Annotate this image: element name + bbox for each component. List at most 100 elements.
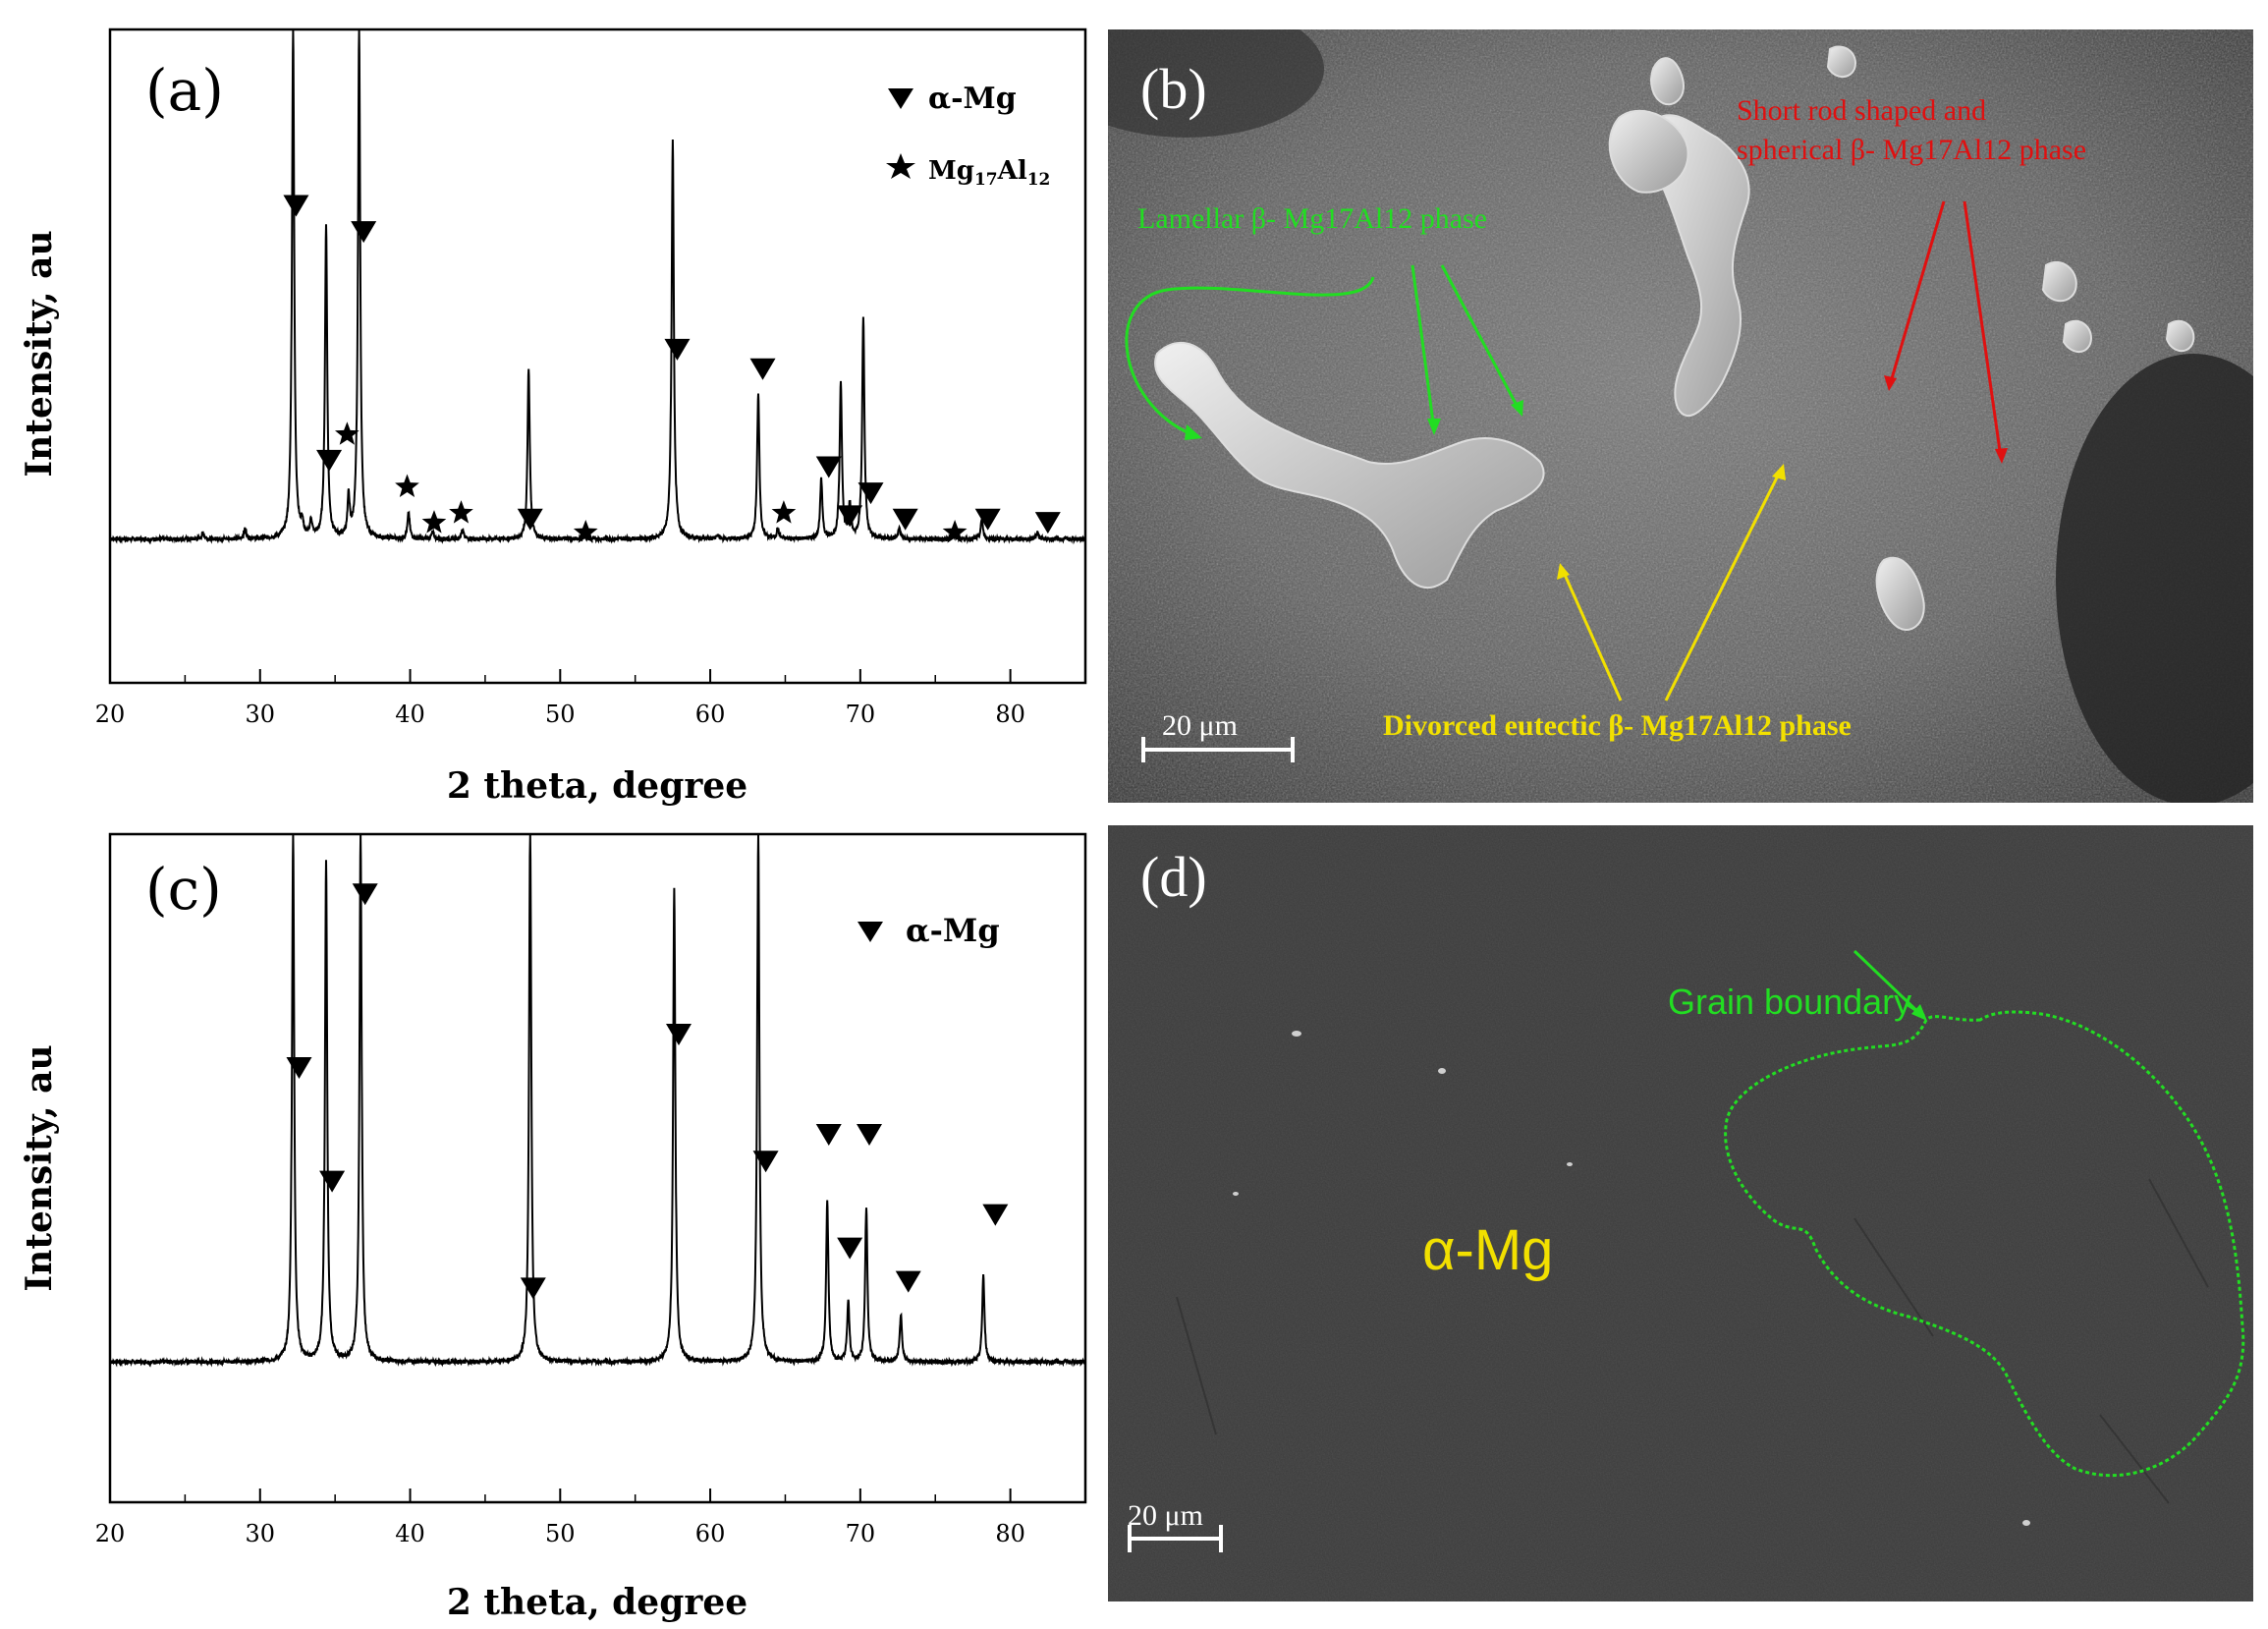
alpha-mg-marker bbox=[319, 1170, 346, 1193]
x-axis-label: 2 theta, degree bbox=[447, 765, 747, 807]
sem-image-b: (b) Lamellar β- Mg17Al12 phase Short rod… bbox=[1108, 29, 2253, 803]
speck bbox=[1292, 1031, 1301, 1037]
dark-region bbox=[2056, 354, 2253, 803]
arrow-line bbox=[1411, 264, 1436, 431]
arrowhead bbox=[1511, 400, 1523, 417]
dark-region bbox=[1108, 29, 1324, 138]
bright-particle bbox=[2041, 260, 2077, 303]
lamellar-label: Lamellar β- Mg17Al12 phase bbox=[1137, 202, 1487, 235]
panel-label: (c) bbox=[145, 856, 222, 923]
arrow-line bbox=[1888, 200, 1946, 386]
alpha-mg-marker bbox=[1034, 512, 1061, 534]
phase-markers bbox=[286, 883, 1009, 1300]
x-tick-label: 60 bbox=[695, 1520, 726, 1547]
speck bbox=[1567, 1162, 1573, 1166]
x-tick-label: 40 bbox=[395, 701, 425, 728]
mg17al12-marker bbox=[421, 510, 447, 534]
alpha-mg-marker bbox=[837, 1237, 863, 1260]
x-tick-label: 70 bbox=[846, 701, 876, 728]
bright-particle bbox=[1643, 114, 1750, 417]
bright-particle bbox=[2165, 319, 2195, 353]
sem-image-d: (d) Grain boundary α-Mg 20 μm bbox=[1108, 825, 2253, 1601]
x-tick-label: 80 bbox=[995, 701, 1025, 728]
arrowhead bbox=[1557, 563, 1570, 580]
alpha-mg-marker bbox=[517, 508, 543, 531]
xrd-trace bbox=[109, 29, 1086, 545]
divorced-arrowheads bbox=[1557, 464, 1786, 580]
alpha-mg-marker bbox=[520, 1277, 546, 1300]
arrow-line bbox=[1560, 567, 1623, 702]
bright-particle bbox=[1154, 341, 1545, 590]
xrd-trace bbox=[109, 834, 1086, 1368]
alpha-mg-marker bbox=[286, 1057, 312, 1079]
x-tick-label: 60 bbox=[695, 701, 726, 728]
alpha-mg-marker bbox=[892, 508, 918, 531]
alpha-mg-marker bbox=[857, 1124, 883, 1146]
xrd-chart-c: 20 30 40 50 60 70 80 (c) Intensity, au 2 theta… bbox=[19, 832, 1087, 1623]
alpha-mg-marker bbox=[664, 338, 691, 361]
alpha-mg-marker bbox=[982, 1204, 1009, 1226]
alpha-mg-marker bbox=[752, 1151, 779, 1173]
alpha-mg-marker bbox=[815, 456, 842, 478]
sem-texture bbox=[1108, 825, 2253, 1601]
scale-bar-label: 20 μm bbox=[1162, 709, 1238, 742]
divorced-label: Divorced eutectic β- Mg17Al12 phase bbox=[1383, 709, 1852, 742]
mg17al12-marker bbox=[573, 520, 598, 543]
scratch-lines bbox=[1176, 1178, 2209, 1504]
scratch bbox=[1176, 1296, 1217, 1435]
divorced-arrows bbox=[1560, 469, 1783, 702]
legend-alpha-mg: α-Mg bbox=[928, 82, 1017, 116]
beta-phase-particles bbox=[1154, 45, 2195, 631]
arrowhead bbox=[1884, 375, 1897, 391]
scale-bar: 20 μm bbox=[1141, 709, 1295, 762]
alpha-mg-marker bbox=[316, 449, 343, 472]
legend: α-Mg Mg17Al12 bbox=[886, 82, 1050, 190]
mg17al12-marker bbox=[335, 421, 360, 445]
x-tick-label: 50 bbox=[545, 1520, 576, 1547]
x-tick-label: 30 bbox=[245, 1520, 275, 1547]
xrd-trace-group bbox=[109, 834, 1086, 1368]
x-tick-label: 40 bbox=[395, 1520, 425, 1547]
short-rod-label-line2: spherical β- Mg17Al12 phase bbox=[1737, 134, 2086, 166]
alpha-mg-label: α-Mg bbox=[1422, 1218, 1553, 1282]
y-axis-label: Intensity, au bbox=[19, 230, 60, 477]
lamellar-arrows bbox=[1125, 264, 1522, 436]
panel-label: (b) bbox=[1140, 57, 1207, 121]
alpha-mg-marker bbox=[749, 358, 776, 380]
y-axis-label: Intensity, au bbox=[19, 1044, 60, 1291]
arrowhead bbox=[1995, 448, 2008, 464]
bright-particle bbox=[1650, 57, 1685, 106]
alpha-mg-marker bbox=[857, 482, 884, 505]
alpha-mg-marker bbox=[352, 883, 378, 906]
legend-triangle-marker bbox=[888, 88, 913, 109]
arrow-line bbox=[1664, 469, 1783, 702]
lamellar-arrowheads bbox=[1185, 400, 1523, 440]
bright-particle bbox=[1608, 109, 1689, 194]
speck bbox=[2022, 1520, 2030, 1526]
alpha-mg-marker bbox=[351, 221, 377, 244]
xrd-chart-a: 20 30 40 50 60 70 80 (a) Intensity, au 2 theta… bbox=[19, 28, 1087, 807]
short-rod-arrowheads bbox=[1884, 375, 2008, 464]
legend: α-Mg bbox=[857, 912, 1000, 949]
arrowhead bbox=[1911, 1004, 1927, 1021]
short-rod-label-line1: Short rod shaped and bbox=[1737, 94, 1986, 127]
bright-specks bbox=[1233, 1031, 2030, 1526]
scale-bar-label: 20 μm bbox=[1128, 1499, 1203, 1532]
alpha-mg-marker bbox=[283, 195, 309, 217]
mg17al12-marker bbox=[395, 474, 419, 497]
arrow-line bbox=[1440, 264, 1522, 414]
speck bbox=[1233, 1192, 1239, 1196]
plot-frame bbox=[108, 832, 1087, 1504]
mg17al12-marker bbox=[942, 520, 968, 543]
grain-boundary-outline bbox=[1724, 1010, 2245, 1478]
x-tick-label: 50 bbox=[545, 701, 576, 728]
alpha-mg-marker bbox=[974, 508, 1001, 531]
bright-particle bbox=[1875, 556, 1925, 631]
arrowhead bbox=[1427, 419, 1441, 435]
mg17al12-marker bbox=[771, 500, 797, 524]
x-tick-label: 80 bbox=[995, 1520, 1025, 1547]
alpha-mg-marker bbox=[895, 1270, 921, 1293]
grain-boundary-label: Grain boundary bbox=[1668, 982, 1911, 1022]
scratch bbox=[2099, 1414, 2170, 1504]
xrd-trace-group bbox=[109, 29, 1086, 545]
